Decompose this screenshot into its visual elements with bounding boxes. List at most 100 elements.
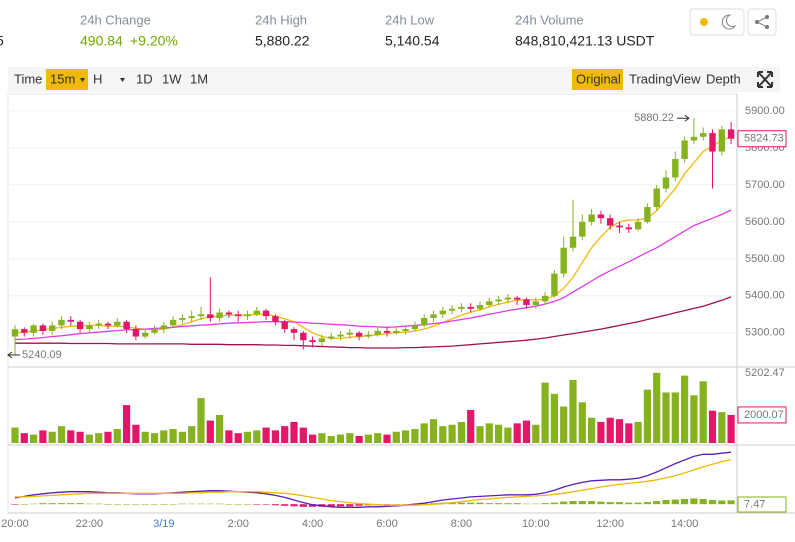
volume-bar [625, 423, 633, 443]
macd-bar [216, 503, 224, 505]
candle-body [58, 319, 65, 326]
share-dot [765, 15, 769, 19]
macd-bar [392, 504, 400, 505]
x-tick-label: 8:00 [451, 518, 472, 530]
interval-button[interactable]: 1W [162, 71, 182, 86]
candle-body [653, 188, 660, 208]
candle-body [644, 207, 651, 222]
candle-body [597, 214, 605, 219]
volume-bar [402, 430, 410, 443]
candle-body [532, 301, 539, 306]
volume-bar [216, 414, 224, 443]
macd-bar [476, 502, 484, 505]
volume-bar [578, 402, 586, 443]
volume-bar [541, 382, 549, 443]
macd-bar [504, 503, 512, 505]
volume-bar [48, 431, 56, 443]
last-price: 5824.73 [744, 133, 784, 145]
macd-bar [243, 504, 252, 505]
macd-bar [671, 499, 679, 505]
volume-bar [495, 424, 503, 443]
volume-bar [318, 433, 326, 443]
sun-icon[interactable] [700, 18, 708, 26]
moon-icon[interactable] [721, 14, 737, 30]
candle-body [272, 316, 279, 322]
volume-bar [560, 406, 568, 443]
y-tick-label: 5900.00 [745, 105, 785, 117]
macd-bar [541, 503, 549, 505]
stats: 24h Change 490.84 +9.20% 24h High 5,880.… [80, 12, 655, 48]
candle-body [309, 340, 316, 343]
candle-body [169, 319, 177, 326]
candle-body [504, 297, 512, 300]
volume-bar [513, 423, 521, 443]
macd-bar [309, 504, 317, 507]
volume-bar [392, 431, 400, 443]
macd-bar [708, 500, 717, 505]
y-tick-label: 5400.00 [745, 290, 785, 302]
volume-bar [123, 405, 131, 443]
volume-bar [281, 426, 289, 443]
candle-body [21, 329, 28, 333]
candle-body [579, 221, 586, 237]
macd-bar [420, 503, 428, 505]
candle-body [514, 297, 521, 300]
view-button[interactable]: Depth [706, 71, 741, 86]
macd-bar [615, 502, 624, 505]
last-volume-tag [737, 406, 787, 424]
interval-button[interactable]: H [93, 71, 102, 86]
volume-bar [67, 430, 75, 443]
theme-switch[interactable] [689, 8, 745, 36]
interval-button[interactable]: 1M [190, 71, 208, 86]
volume-bar [30, 434, 38, 443]
macd-bar [569, 501, 577, 505]
volume-bar [327, 435, 335, 443]
candle-body [49, 325, 56, 331]
volume-bar [132, 424, 140, 443]
macd-bar [225, 504, 233, 505]
candle-body [207, 314, 214, 319]
volume-bar [150, 433, 159, 443]
macd-bar [681, 499, 689, 505]
macd-bar [625, 502, 633, 505]
moving-average [14, 209, 732, 341]
switch-box [689, 8, 745, 36]
candle-body [430, 314, 437, 319]
macd-tag [737, 496, 787, 513]
macd-bar [495, 503, 503, 505]
volume-bar [569, 379, 577, 443]
macd-bar [150, 504, 159, 505]
candle-body [197, 314, 205, 317]
expand-button[interactable] [757, 71, 773, 88]
dropdown-caret [80, 78, 85, 82]
interval-button[interactable]: 1D [136, 71, 153, 86]
volume-bar [95, 433, 103, 443]
candle-body [253, 310, 260, 315]
view-button[interactable]: TradingView [629, 71, 701, 86]
expand-icon[interactable] [757, 71, 773, 88]
macd-bar [597, 501, 605, 505]
candle-body [300, 332, 307, 341]
candle-body [458, 306, 465, 309]
macd-value: 7.47 [744, 498, 765, 510]
candle-body [541, 295, 549, 302]
volume-bar [476, 426, 484, 443]
volume-bar [439, 426, 447, 443]
share-button[interactable] [747, 8, 777, 36]
volume-bar [178, 431, 186, 443]
candle-body [551, 273, 558, 296]
volume-bar [253, 430, 261, 443]
candle-body [634, 221, 642, 230]
volume-bar [336, 434, 345, 443]
macd-bar [346, 504, 354, 507]
view-button[interactable]: Original [576, 71, 621, 86]
macd-bar [95, 503, 103, 505]
interval-button[interactable]: 15m [50, 71, 75, 86]
interval-button[interactable]: Time [14, 71, 42, 86]
volume-bar [420, 423, 428, 443]
dif-line [14, 451, 732, 508]
high-annotation: 5880.22 [634, 112, 674, 124]
candle-body [439, 310, 446, 315]
candle-body [216, 312, 223, 319]
